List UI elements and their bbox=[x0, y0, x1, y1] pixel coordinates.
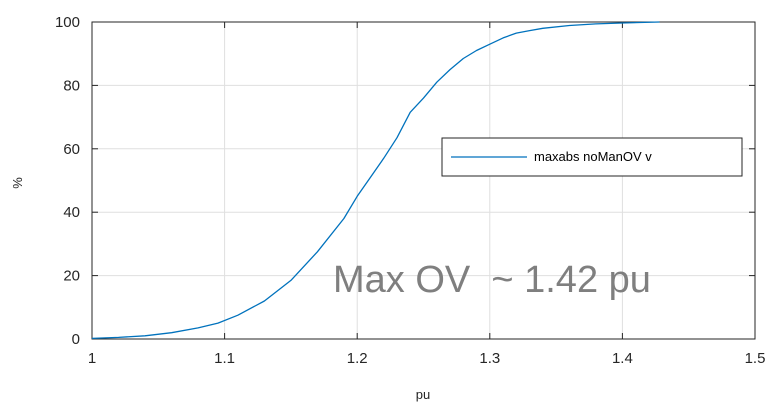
x-tick-label: 1.5 bbox=[745, 350, 766, 367]
y-axis-label: % bbox=[10, 177, 25, 189]
x-tick-label: 1.2 bbox=[347, 350, 368, 367]
series-layer bbox=[91, 21, 660, 340]
series-line bbox=[91, 21, 660, 340]
y-tick-label: 80 bbox=[63, 77, 80, 94]
legend-entry-label: maxabs noManOV v bbox=[534, 149, 652, 164]
y-tick-label: 60 bbox=[63, 141, 80, 158]
legend: maxabs noManOV v bbox=[441, 137, 743, 177]
x-tick-label: 1 bbox=[88, 350, 96, 367]
x-axis-label: pu bbox=[416, 387, 430, 402]
plot-area-frame bbox=[91, 21, 756, 340]
x-tick-label: 1.1 bbox=[214, 350, 235, 367]
y-tick-label: 40 bbox=[63, 204, 80, 221]
y-tick-label: 100 bbox=[55, 14, 80, 31]
y-tick-label: 20 bbox=[63, 268, 80, 285]
x-tick-labels: 1 1.1 1.2 1.3 1.4 1.5 bbox=[88, 350, 766, 367]
x-tick-label: 1.4 bbox=[612, 350, 633, 367]
x-tick-label: 1.3 bbox=[479, 350, 500, 367]
max-ov-annotation: Max OV ~ 1.42 pu bbox=[333, 259, 651, 301]
y-tick-labels: 0 20 40 60 80 100 bbox=[55, 14, 80, 348]
y-tick-label: 0 bbox=[72, 331, 80, 348]
